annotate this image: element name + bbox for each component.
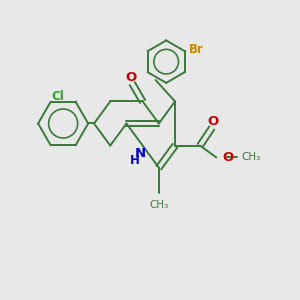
Text: N: N [135,147,146,160]
Text: CH₃: CH₃ [149,200,169,210]
Text: CH₃: CH₃ [241,152,260,162]
Text: Br: Br [189,43,204,56]
Text: O: O [223,151,234,164]
Text: H: H [130,154,140,167]
Text: O: O [208,115,219,128]
Text: Cl: Cl [52,90,64,103]
Text: O: O [125,71,136,84]
